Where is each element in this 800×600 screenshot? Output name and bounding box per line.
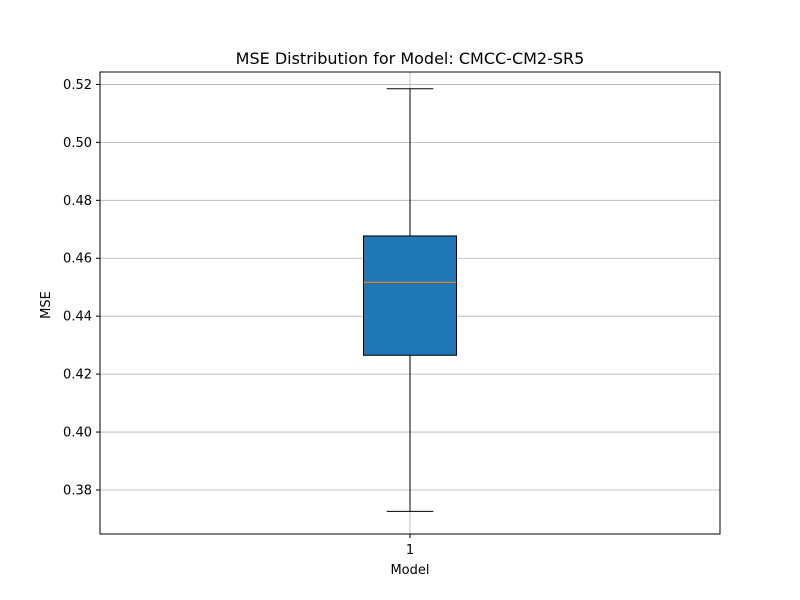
y-tick-label: 0.46 xyxy=(63,252,92,267)
chart-title: MSE Distribution for Model: CMCC-CM2-SR5 xyxy=(236,49,585,68)
y-tick-label: 0.48 xyxy=(63,194,92,209)
y-tick-label: 0.42 xyxy=(63,368,92,383)
x-axis-ticks: 1 xyxy=(406,534,414,558)
x-tick-label: 1 xyxy=(406,543,414,558)
x-axis-label: Model xyxy=(390,563,429,578)
iqr-box xyxy=(363,235,457,356)
y-tick-label: 0.50 xyxy=(63,136,92,151)
y-tick-label: 0.52 xyxy=(63,78,92,93)
y-axis-label: MSE xyxy=(39,291,54,319)
y-tick-label: 0.38 xyxy=(63,483,92,498)
y-axis-ticks: 0.38 0.40 0.42 0.44 0.46 0.48 0.50 0.52 xyxy=(63,78,100,498)
box-plot-area xyxy=(363,88,457,512)
y-tick-label: 0.44 xyxy=(63,310,92,325)
y-tick-label: 0.40 xyxy=(63,426,92,441)
